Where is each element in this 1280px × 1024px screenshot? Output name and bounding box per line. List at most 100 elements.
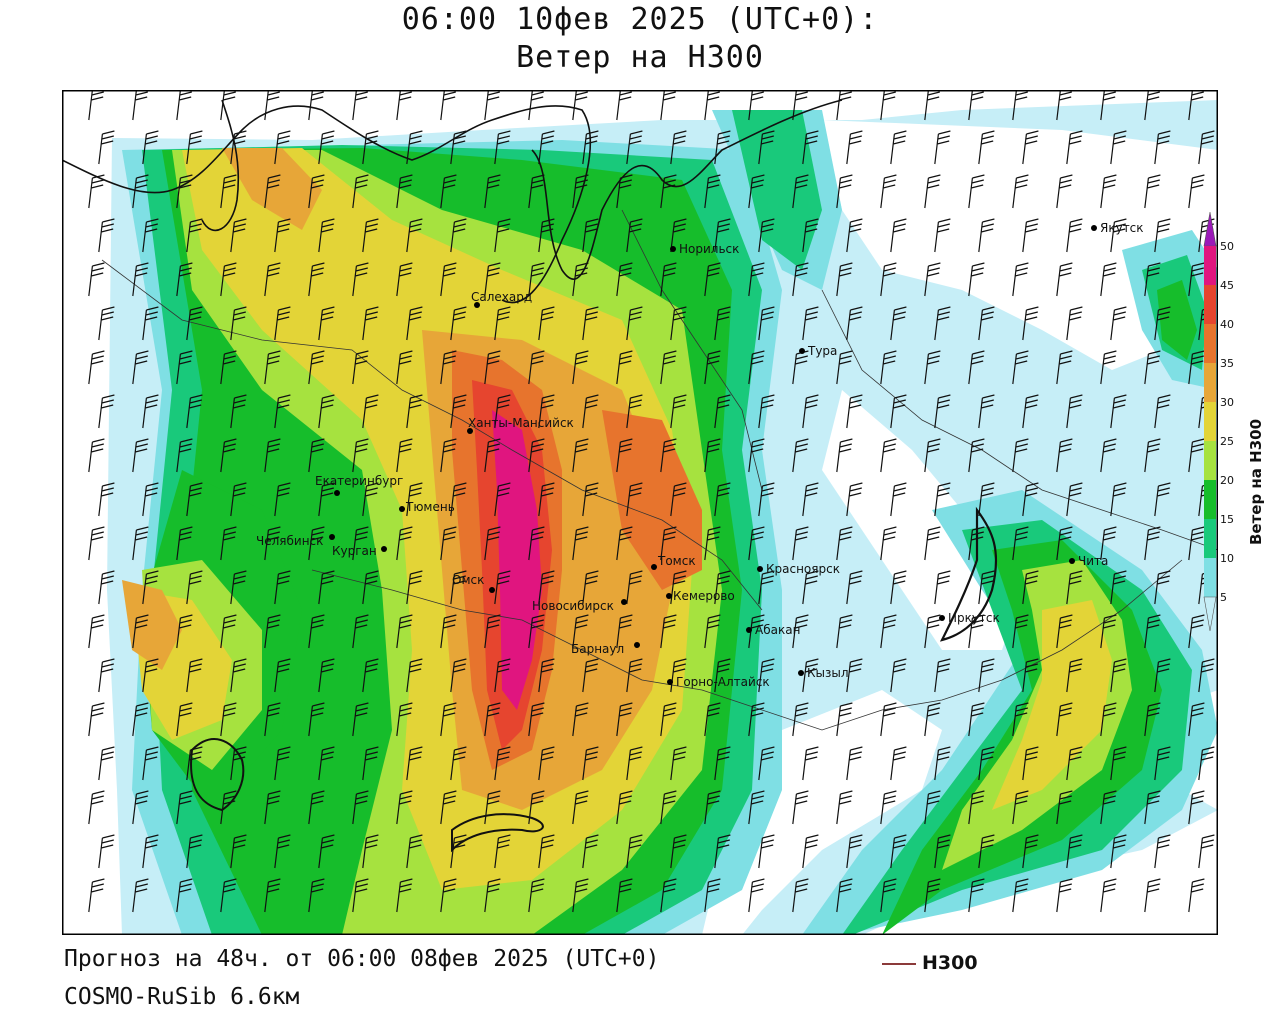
wind-barb [1144,526,1161,561]
city-label: Якутск [1100,221,1144,235]
wind-barb [308,90,324,121]
wind-barb [1188,90,1204,121]
wind-barb [1100,438,1117,473]
wind-barb [484,526,501,561]
wind-barb [670,306,687,341]
wind-barb [616,350,633,385]
wind-barb [308,878,325,913]
wind-barb [406,218,423,253]
city-marker [489,587,495,593]
wind-barb [1056,438,1073,473]
wind-barb [308,350,325,385]
wind-barb [1066,306,1083,341]
wind-barb [714,482,731,517]
wind-barb [220,526,237,561]
wind-barb [758,834,775,869]
wind-barb [1066,746,1083,781]
wind-barb [846,482,863,517]
wind-barb [318,394,335,429]
wind-barb [176,350,193,385]
wind-barb [176,262,193,297]
wind-barb [484,878,501,913]
wind-barb [264,526,281,561]
wind-barb [132,262,149,297]
wind-barb [450,130,467,165]
wind-barb [132,790,149,825]
wind-barb [484,174,501,209]
wind-barb [352,350,369,385]
wind-barb [396,438,413,473]
wind-barb [924,790,941,825]
wind-barb [704,614,721,649]
wind-barb [220,90,236,121]
wind-barb [494,834,511,869]
wind-barb [1154,570,1171,605]
wind-field-35-40 [222,148,322,230]
wind-barb [318,130,335,165]
wind-barb [274,306,291,341]
wind-barb [802,746,819,781]
wind-barb [176,526,193,561]
wind-barb [318,746,335,781]
wind-barb [538,394,555,429]
wind-barb [616,90,632,121]
wind-barb [572,438,589,473]
wind-barb [880,438,897,473]
wind-barb [132,614,149,649]
wind-barb [670,218,687,253]
wind-barb [396,526,413,561]
wind-barb [362,306,379,341]
wind-barb [1066,130,1083,165]
wind-barb [1100,614,1117,649]
wind-barb [450,746,467,781]
wind-barb [220,790,237,825]
wind-barb [968,790,985,825]
city-marker [329,534,335,540]
wind-barbs [88,90,1215,913]
wind-barb [802,658,819,693]
wind-barb [890,394,907,429]
wind-barb [1022,130,1039,165]
wind-barb [890,658,907,693]
wind-barb [846,834,863,869]
wind-barb [142,834,159,869]
colorbar-segment [1204,324,1216,363]
wind-barb [274,746,291,781]
wind-barb [1154,394,1171,429]
wind-barb [528,262,545,297]
wind-barb [1144,262,1161,297]
wind-barb [220,438,237,473]
wind-barb [308,174,325,209]
wind-barb [670,746,687,781]
wind-barb [978,746,995,781]
wind-barb [1022,658,1039,693]
wind-barb [1188,526,1205,561]
wind-barb [1100,350,1117,385]
wind-barb [616,790,633,825]
wind-barb [978,658,995,693]
wind-barb [1188,614,1205,649]
wind-barb [440,614,457,649]
wind-barb [1198,746,1215,781]
wind-barb [890,218,907,253]
wind-barb [704,350,721,385]
wind-barb [934,570,951,605]
wind-barb [616,174,633,209]
wind-barb [352,878,369,913]
wind-barb [308,262,325,297]
wind-barb [626,834,643,869]
wind-barb [714,306,731,341]
wind-barb [1100,878,1117,913]
wind-barb [484,350,501,385]
wind-barb [528,174,545,209]
wind-barb [660,90,676,121]
wind-barb [1022,394,1039,429]
wind-barb [924,702,941,737]
wind-barb [264,878,281,913]
wind-barb [890,482,907,517]
wind-barb [582,218,599,253]
wind-barb [1022,306,1039,341]
wind-barb [362,130,379,165]
wind-barb [440,526,457,561]
wind-barb [142,746,159,781]
